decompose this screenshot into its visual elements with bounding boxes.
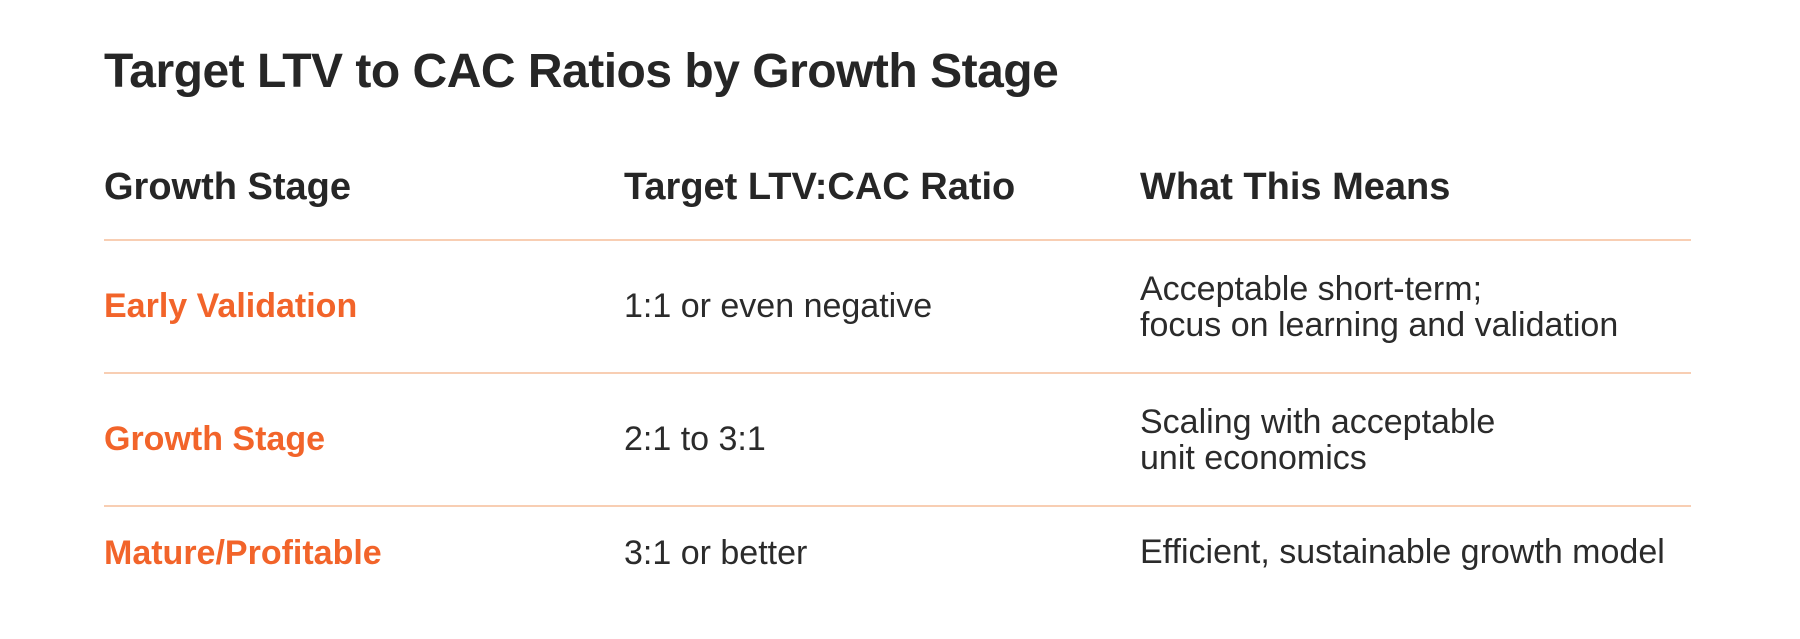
stage-cell: Early Validation bbox=[104, 287, 358, 326]
ratio-cell: 1:1 or even negative bbox=[624, 287, 933, 326]
row-divider bbox=[104, 372, 1691, 375]
stage-cell: Growth Stage bbox=[104, 420, 326, 459]
table-row-growth-stage: Growth Stage 2:1 to 3:1 Scaling with acc… bbox=[104, 374, 1691, 505]
table-header-row: Growth Stage Target LTV:CAC Ratio What T… bbox=[104, 136, 1691, 239]
meaning-cell: Scaling with acceptable unit economics bbox=[1140, 404, 1691, 476]
meaning-line: Scaling with acceptable bbox=[1140, 402, 1496, 441]
column-header-growth-stage: Growth Stage bbox=[104, 166, 352, 209]
meaning-cell: Efficient, sustainable growth model bbox=[1140, 534, 1691, 570]
table-row-mature-profitable: Mature/Profitable 3:1 or better Efficien… bbox=[104, 507, 1691, 631]
table-row-early-validation: Early Validation 1:1 or even negative Ac… bbox=[104, 241, 1691, 372]
meaning-cell: Acceptable short-term; focus on learning… bbox=[1140, 271, 1691, 343]
row-divider bbox=[104, 505, 1691, 508]
column-header-what-this-means: What This Means bbox=[1140, 166, 1451, 209]
ratio-cell: 3:1 or better bbox=[624, 534, 808, 573]
meaning-line: Efficient, sustainable growth model bbox=[1140, 533, 1665, 572]
meaning-line: Acceptable short-term; bbox=[1140, 269, 1483, 308]
meaning-line: unit economics bbox=[1140, 438, 1367, 477]
stage-cell: Mature/Profitable bbox=[104, 534, 382, 573]
row-divider bbox=[104, 239, 1691, 242]
ratio-cell: 2:1 to 3:1 bbox=[624, 420, 766, 459]
column-header-target-ratio: Target LTV:CAC Ratio bbox=[624, 166, 1016, 209]
page-content: Target LTV to CAC Ratios by Growth Stage… bbox=[104, 40, 1691, 631]
page-title: Target LTV to CAC Ratios by Growth Stage bbox=[104, 45, 1059, 98]
meaning-line: focus on learning and validation bbox=[1140, 305, 1619, 344]
